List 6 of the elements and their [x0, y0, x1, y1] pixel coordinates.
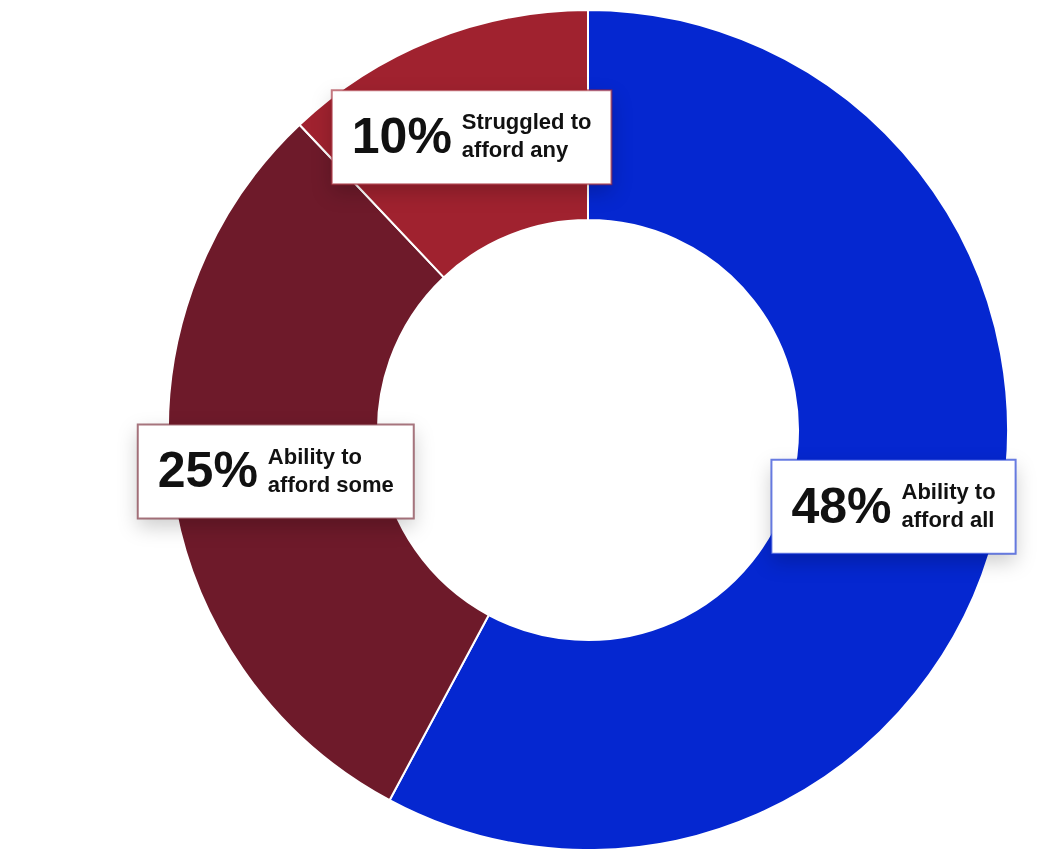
data-label: 10%: [351, 108, 452, 165]
slice-label: Ability to afford all: [901, 478, 996, 532]
slice-label: Struggled to afford any: [461, 109, 592, 163]
slice-label: Ability to afford some: [267, 443, 394, 497]
data-label: 48%: [791, 477, 892, 534]
data-label: 25%: [157, 442, 258, 499]
